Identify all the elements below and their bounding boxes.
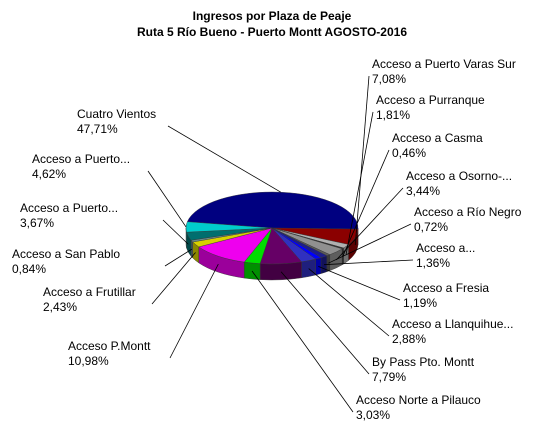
leader-line [147, 170, 187, 228]
slice-label: Acceso a Frutillar [43, 285, 136, 299]
slice-label: Acceso a Puerto Varas Sur [372, 57, 516, 71]
slice-value-label: 10,98% [68, 354, 109, 368]
slice-label: Cuatro Vientos [77, 107, 156, 121]
leader-line [336, 187, 404, 261]
slice-side [326, 254, 330, 273]
leader-line [345, 111, 374, 255]
leader-line [162, 219, 189, 245]
slice-value-label: 7,79% [372, 370, 406, 384]
leader-line [342, 149, 390, 257]
leader-line [251, 270, 354, 413]
leader-line [354, 75, 370, 246]
slice-label: Acceso a Puerto... [20, 201, 118, 215]
slice [187, 191, 359, 230]
slice-label: Acceso a Casma [392, 131, 483, 145]
slice-value-label: 4,62% [32, 167, 66, 181]
slice-value-label: 0,84% [12, 262, 46, 276]
leader-line [280, 271, 370, 375]
slice-value-label: 3,67% [20, 216, 54, 230]
slice-label: By Pass Pto. Montt [372, 355, 475, 369]
slice-value-label: 2,88% [392, 332, 426, 346]
slice-value-label: 3,03% [356, 408, 390, 422]
leader-line [169, 263, 219, 359]
slice-side [259, 261, 302, 281]
leader-line [328, 223, 412, 264]
slice-value-label: 1,81% [376, 108, 410, 122]
leader-line [151, 252, 196, 305]
slice-value-label: 1,19% [403, 296, 437, 310]
leader-line [167, 125, 281, 193]
slice-label: Acceso P.Montt [68, 339, 151, 353]
slice-value-label: 7,08% [372, 72, 406, 86]
slice-label: Acceso a Llanquihue... [392, 317, 513, 331]
slice-label: Acceso a... [416, 241, 475, 255]
slice-value-label: 2,43% [43, 300, 77, 314]
slice-label: Acceso a Fresia [403, 281, 489, 295]
slice-value-label: 0,46% [392, 146, 426, 160]
slice-value-label: 47,71% [77, 122, 118, 136]
slice-value-label: 3,44% [406, 184, 440, 198]
chart-subtitle: Ruta 5 Río Bueno - Puerto Montt AGOSTO-2… [137, 25, 407, 39]
chart-title: Ingresos por Plaza de Peaje [193, 9, 352, 23]
slice-label: Acceso a Purranque [376, 93, 485, 107]
slice [185, 221, 273, 233]
slice-side [315, 257, 322, 276]
slice-side [301, 258, 316, 279]
leader-line [164, 248, 193, 267]
slice-label: Acceso a Río Negro [414, 205, 522, 219]
slice-side [243, 261, 261, 280]
slice-label: Acceso a Puerto... [32, 152, 130, 166]
leader-line [308, 268, 390, 337]
leader-line [318, 265, 401, 301]
slice-label: Acceso a Osorno-... [406, 169, 512, 183]
slice-value-label: 1,36% [416, 256, 450, 270]
slice-value-label: 0,72% [414, 220, 448, 234]
slice-tops [185, 191, 359, 265]
slice-label: Acceso Norte a Pilauco [356, 393, 481, 407]
leader-line [323, 259, 414, 266]
slice-label: Acceso a San Pablo [12, 247, 120, 261]
